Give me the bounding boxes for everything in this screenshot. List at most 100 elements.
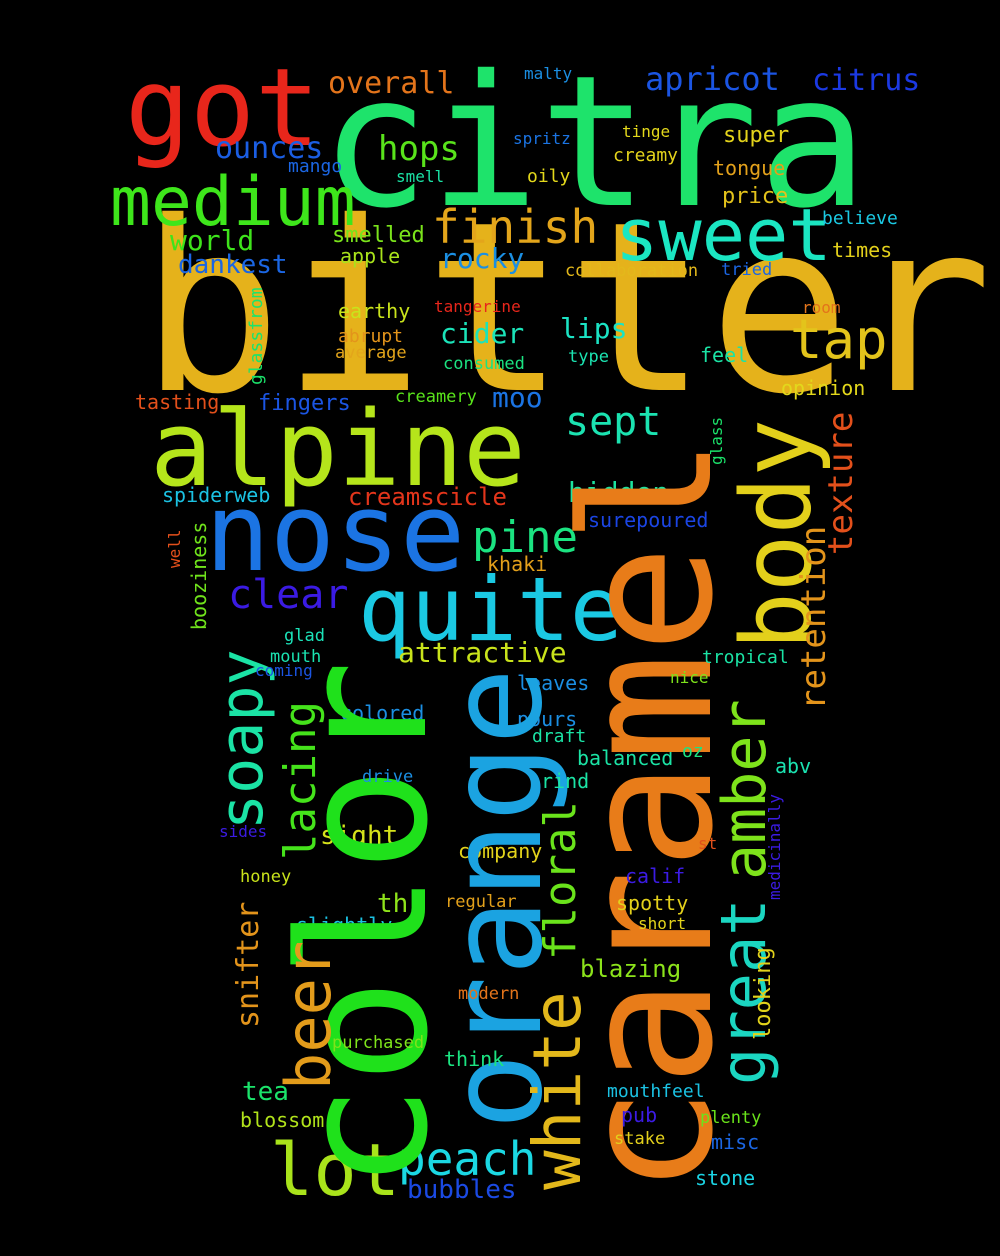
word-modern: modern (458, 984, 519, 1004)
word-sept: sept (565, 399, 661, 445)
word-spotty: spotty (616, 891, 688, 915)
word-body: body (721, 419, 833, 650)
word-glassfrom: glassfrom (246, 287, 267, 385)
word-overall: overall (328, 66, 454, 101)
word-tongue: tongue (713, 156, 785, 180)
word-sight: sight (320, 821, 398, 851)
word-cider: cider (440, 317, 524, 350)
word-lips: lips (560, 312, 627, 345)
word-texture: texture (821, 412, 861, 555)
word-well: well (165, 529, 184, 568)
word-spiderweb: spiderweb (162, 483, 270, 507)
word-citrus: citrus (812, 63, 920, 98)
word-quite: quite (358, 558, 623, 661)
word-calif: calif (625, 864, 685, 888)
word-mouthfeel: mouthfeel (607, 1081, 705, 1102)
word-average: average (335, 343, 407, 363)
word-purchased: purchased (332, 1033, 424, 1053)
word-ounces: ounces (215, 131, 323, 166)
word-booziness: booziness (187, 522, 211, 630)
word-consumed: consumed (443, 354, 525, 374)
word-sides: sides (219, 822, 267, 841)
word-stone: stone (695, 1166, 755, 1190)
word-glass: glass (707, 417, 726, 465)
word-bubbles: bubbles (407, 1175, 517, 1205)
word-tropical: tropical (702, 647, 789, 668)
word-abv: abv (775, 754, 811, 778)
word-apricot: apricot (645, 60, 780, 98)
word-colored: colored (340, 701, 424, 725)
word-tangerine: tangerine (434, 297, 521, 316)
word-beer: beer (272, 941, 345, 1090)
word-tinge: tinge (622, 122, 670, 141)
word-oily: oily (527, 166, 571, 187)
word-creamery: creamery (395, 387, 477, 407)
word-opinion: opinion (781, 376, 865, 400)
word-think: think (444, 1047, 504, 1071)
word-tasting: tasting (135, 390, 219, 414)
word-spritz: spritz (513, 129, 571, 148)
word-draft: draft (532, 726, 586, 747)
word-plenty: plenty (700, 1108, 761, 1128)
word-company: company (458, 839, 542, 863)
word-glad: glad (284, 626, 325, 646)
word-oz: oz (682, 741, 704, 762)
word-earthy: earthy (338, 299, 410, 323)
word-floral: floral (535, 801, 586, 960)
word-type: type (568, 347, 609, 367)
word-tap: tap (790, 308, 888, 371)
word-creamscicle: creamscicle (348, 483, 507, 511)
word-abrupt: abrupt (338, 326, 403, 347)
word-white: white (519, 991, 596, 1190)
word-citra: citra (320, 36, 868, 248)
word-world: world (170, 224, 254, 257)
word-amber: amber (710, 699, 780, 880)
word-great: great (707, 898, 780, 1085)
word-moo: moo (492, 381, 543, 414)
word-dankest: dankest (178, 250, 288, 280)
word-retention: retention (794, 526, 834, 710)
word-rind: rind (541, 769, 589, 793)
word-nose: nose (205, 471, 465, 596)
word-fingers: fingers (258, 391, 351, 416)
word-short: short (638, 914, 686, 933)
word-blossom: blossom (240, 1108, 324, 1132)
word-orange: orange (422, 668, 571, 1130)
word-tried: tried (721, 260, 772, 280)
word-lot: lot (270, 1128, 400, 1212)
word-balanced: balanced (577, 746, 673, 770)
word-lacing: lacing (275, 701, 326, 860)
word-collaboration: collaboration (565, 261, 698, 281)
word-slightly: slightly (296, 913, 392, 937)
word-apple: apple (340, 244, 400, 268)
word-bitter: bitter (140, 171, 993, 446)
word-misc: misc (711, 1130, 759, 1154)
word-st: st (698, 834, 717, 853)
word-caramel: caramel (544, 436, 753, 1195)
word-leaves: leaves (517, 671, 589, 695)
word-blazing: blazing (580, 955, 681, 983)
word-room: room (802, 298, 841, 317)
word-tea: tea (242, 1077, 289, 1107)
word-nice: nice (670, 668, 709, 687)
word-snifter: snifter (231, 902, 266, 1028)
word-drive: drive (362, 767, 413, 787)
word-khaki: khaki (487, 552, 547, 576)
word-honey: honey (240, 867, 291, 887)
word-mouth: mouth (270, 647, 321, 667)
word-peach: peach (398, 1132, 536, 1186)
word-coming: coming (255, 661, 313, 680)
word-surepoured: surepoured (588, 508, 708, 532)
word-pine: pine (472, 512, 578, 563)
word-medicinally: medicinally (765, 794, 784, 900)
word-alpine: alpine (150, 388, 526, 510)
word-stake: stake (614, 1129, 665, 1149)
word-pub: pub (621, 1103, 657, 1127)
word-feel: feel (700, 343, 748, 367)
word-malty: malty (524, 64, 573, 83)
word-hops: hops (378, 129, 460, 169)
word-hidden: hidden (568, 476, 669, 509)
word-color: color (262, 660, 467, 1190)
word-mango: mango (288, 156, 342, 177)
